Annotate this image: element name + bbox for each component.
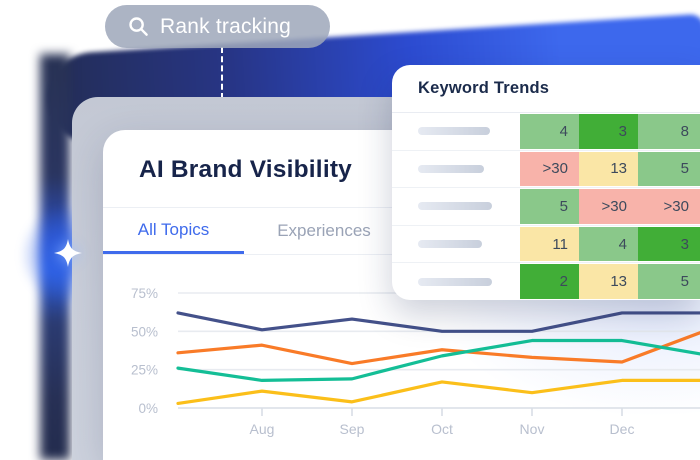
rank-tracking-badge[interactable]: Rank tracking [105, 5, 330, 48]
rank-cell: 8 [638, 114, 700, 149]
y-axis-label: 0% [138, 401, 158, 416]
keyword-trends-table: 4 3 8 >30 13 5 5 >30 >30 11 4 3 2 13 5 [392, 113, 700, 300]
rank-cell: >30 [520, 151, 579, 187]
keyword-name-skeleton [418, 127, 490, 136]
rank-cells: 2 13 5 [520, 264, 700, 299]
rank-cell: >30 [638, 189, 700, 224]
rank-cell: 5 [638, 264, 700, 299]
rank-cell: 13 [579, 264, 638, 299]
keyword-trends-header: Keyword Trends [392, 65, 700, 113]
keyword-name-skeleton [418, 202, 492, 211]
tab-experiences[interactable]: Experiences [244, 208, 404, 254]
keyword-row: 5 >30 >30 [392, 188, 700, 226]
keyword-row: >30 13 5 [392, 151, 700, 189]
keyword-row: 2 13 5 [392, 263, 700, 300]
rank-cell: 3 [638, 226, 700, 262]
x-axis-label: Sep [340, 421, 365, 437]
card-title: AI Brand Visibility [139, 156, 353, 183]
series-line-navy [176, 311, 700, 333]
rank-cell: 4 [520, 114, 579, 149]
dashed-connector-line [221, 47, 223, 99]
rank-cell: >30 [579, 189, 638, 224]
y-axis-label: 75% [131, 286, 158, 301]
x-axis-label: Nov [520, 421, 545, 437]
x-axis-label: Aug [250, 421, 275, 437]
keyword-trends-title: Keyword Trends [418, 79, 550, 97]
rank-cell: 5 [520, 189, 579, 224]
rank-cell: 3 [579, 114, 638, 149]
keyword-name-skeleton [418, 240, 482, 249]
series-line-yellow [176, 378, 700, 405]
series-line-green [176, 338, 700, 382]
rank-cell: 11 [520, 226, 579, 262]
x-axis-label: Oct [431, 421, 453, 437]
x-axis-label: Dec [610, 421, 635, 437]
keyword-name-skeleton [418, 277, 492, 286]
keyword-name-skeleton [418, 164, 484, 173]
rank-cell: 2 [520, 264, 579, 299]
tab-all-topics[interactable]: All Topics [103, 208, 244, 254]
search-icon [129, 17, 148, 36]
rank-cell: 4 [579, 226, 638, 262]
series-line-orange [176, 331, 700, 366]
rank-cells: >30 13 5 [520, 151, 700, 187]
rank-cells: 5 >30 >30 [520, 189, 700, 224]
rank-tracking-label: Rank tracking [160, 14, 291, 38]
y-axis-label: 50% [131, 324, 158, 339]
keyword-row: 11 4 3 [392, 226, 700, 264]
keyword-trends-card: Keyword Trends 4 3 8 >30 13 5 5 >30 >30 11 4 3 2 13 5 [392, 65, 700, 300]
y-axis-label: 25% [131, 363, 158, 378]
rank-cell: 5 [638, 151, 700, 187]
rank-cells: 11 4 3 [520, 226, 700, 262]
sparkle-icon [54, 239, 82, 267]
rank-cell: 13 [579, 151, 638, 187]
